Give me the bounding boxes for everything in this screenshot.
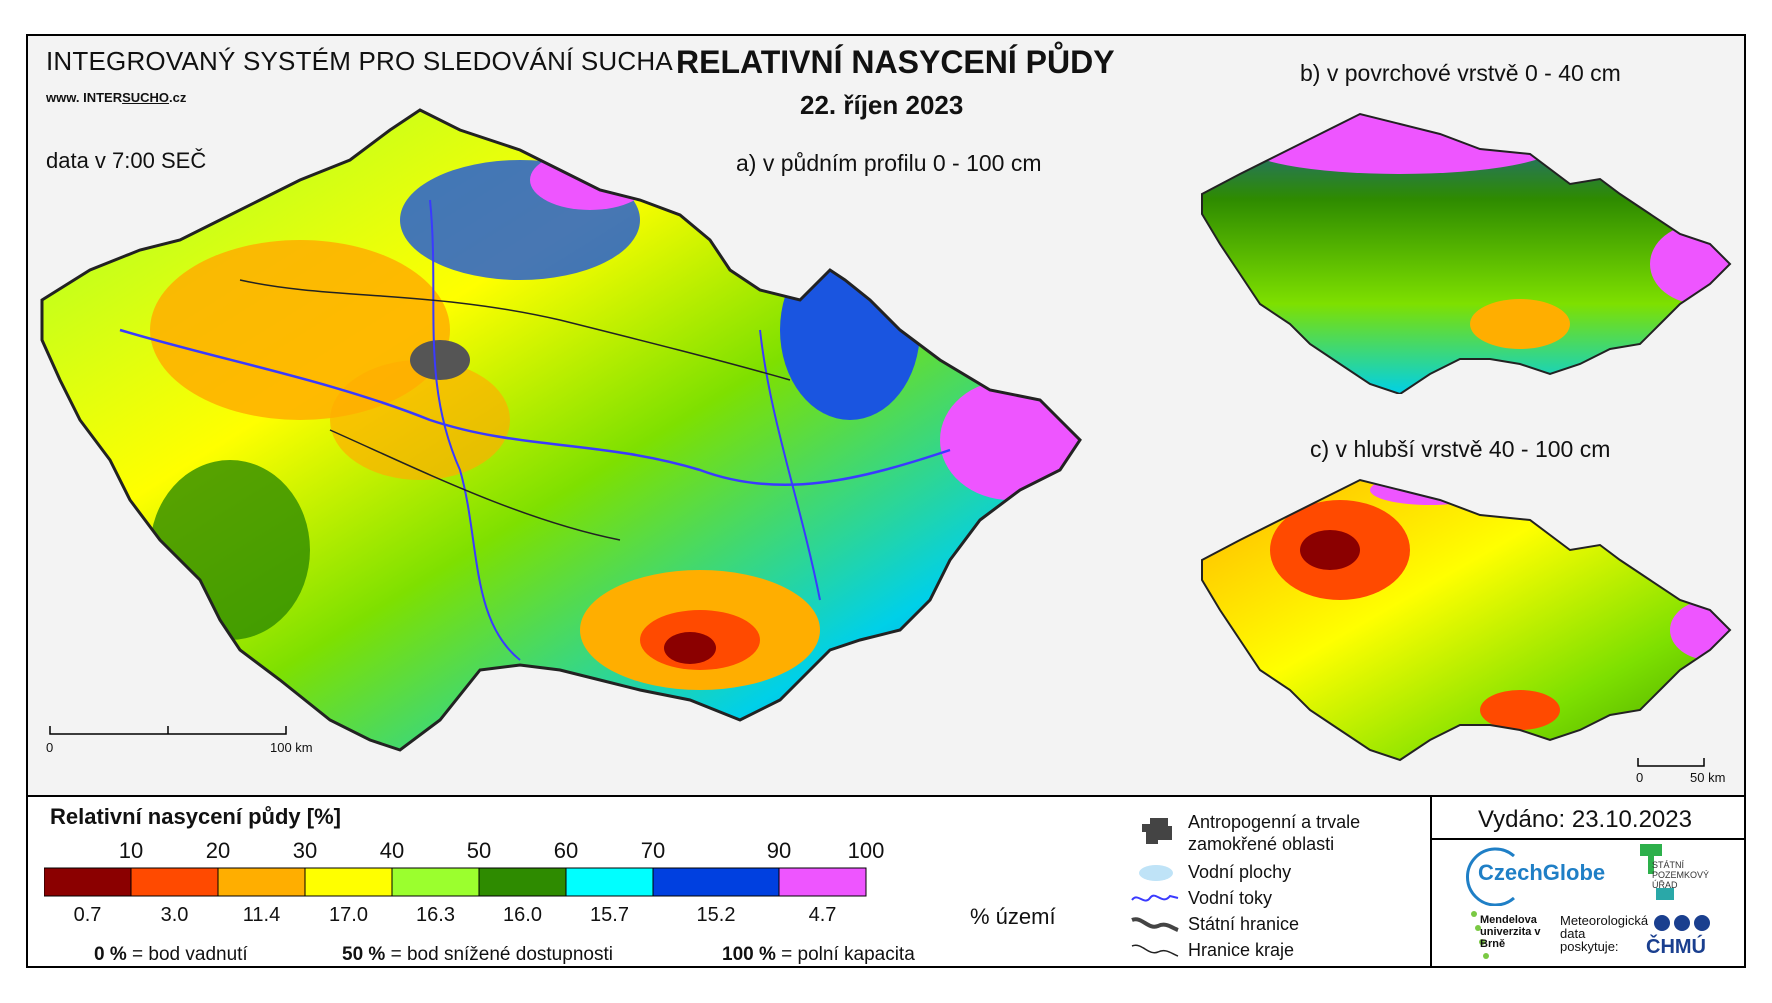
legend-tick-2: 30 (292, 838, 318, 863)
legend-share-1: 3.0 (160, 904, 189, 926)
legend-class-7 (652, 867, 780, 897)
legend-colorbar (44, 867, 867, 897)
note-50: 50 % = bod snížené dostupnosti (342, 944, 613, 966)
legend-tick-3: 40 (379, 838, 405, 863)
met-line-1: Meteorologická (1560, 913, 1649, 928)
scale-bar-c (1637, 758, 1705, 767)
map-date: 22. říjen 2023 (800, 90, 964, 120)
legend-tick-6: 70 (640, 838, 666, 863)
sym-anthropogenic: Antropogenní a trvale (1188, 812, 1361, 832)
scale-bar-a (49, 726, 287, 735)
legend-share-2: 11.4 (242, 904, 281, 926)
credits-divider (1430, 797, 1432, 966)
note-0: 0 % = bod vadnutí (94, 944, 248, 966)
map-c-deep (1201, 478, 1732, 762)
spu-logo: STÁTNÍ POZEMKOVÝ ÚŘAD (1652, 860, 1710, 890)
note-50-value: 50 % (342, 944, 386, 965)
legend-share-8: 4.7 (808, 904, 837, 926)
met-line-3: poskytuje: (1560, 939, 1619, 954)
legend-tick-5: 60 (553, 838, 579, 863)
legend-class-6 (565, 867, 654, 897)
note-100-value: 100 % (722, 944, 776, 965)
scale-c-start: 0 (1636, 770, 1644, 785)
map-c-label: c) v hlubší vrstvě 40 - 100 cm (1310, 436, 1611, 462)
scale-a-end: 100 km (270, 740, 313, 755)
mendel-logo: Mendelova univerzita v Brně (1480, 914, 1541, 950)
scale-a-start: 0 (46, 740, 54, 755)
credits-divider-h (1432, 838, 1744, 840)
note-50-text: = bod snížené dostupnosti (390, 944, 613, 965)
mendel-dots-icon (1471, 911, 1489, 959)
website-link[interactable]: www. INTERSUCHO.cz (46, 90, 186, 105)
met-data-label: Meteorologická data poskytuje: (1560, 914, 1648, 953)
issued-date: Vydáno: 23.10.2023 (1478, 806, 1692, 833)
note-100: 100 % = polní kapacita (722, 944, 915, 966)
region-border-icon (1131, 944, 1179, 957)
website-suffix: .cz (169, 90, 187, 105)
sym-region-border: Hranice kraje (1188, 940, 1295, 960)
legend-share-5: 16.0 (503, 904, 542, 926)
note-0-text: = bod vadnutí (132, 944, 248, 965)
legend-class-4 (391, 867, 480, 897)
legend-share-4: 16.3 (416, 904, 455, 926)
note-100-text: = polní kapacita (781, 944, 915, 965)
sym-state-border: Státní hranice (1188, 914, 1300, 934)
legend-class-3 (304, 867, 393, 897)
legend-title: Relativní nasycení půdy [%] (50, 804, 341, 829)
legend-share-0: 0.7 (73, 904, 102, 926)
note-0-value: 0 % (94, 944, 127, 965)
legend-tick-1: 20 (205, 838, 231, 863)
system-title: INTEGROVANÝ SYSTÉM PRO SLEDOVÁNÍ SUCHA (46, 46, 673, 76)
scale-c-end: 50 km (1690, 770, 1726, 785)
river-icon (1131, 894, 1179, 902)
sym-anthropogenic-2: zamokřené oblasti (1188, 834, 1335, 854)
legend-class-8 (778, 867, 867, 897)
map-b-label: b) v povrchové vrstvě 0 - 40 cm (1300, 60, 1621, 86)
website-prefix: www. INTER (46, 90, 123, 105)
legend-tick-8: 100 (847, 838, 885, 863)
legend-class-1 (130, 867, 219, 897)
map-a-label: a) v půdním profilu 0 - 100 cm (736, 150, 1042, 176)
legend-class-5 (478, 867, 567, 897)
legend-tick-4: 50 (466, 838, 492, 863)
legend-class-2 (217, 867, 306, 897)
legend-share-6: 15.7 (590, 904, 629, 926)
legend-tick-7: 90 (766, 838, 792, 863)
anthropogenic-icon (1142, 818, 1172, 844)
chmu-logo-mark (1654, 915, 1710, 931)
czechglobe-logo: CzechGlobe (1478, 860, 1606, 885)
legend-tick-0: 10 (118, 838, 144, 863)
chmu-logo: ČHMÚ (1646, 936, 1706, 958)
legend-share-7: 15.2 (696, 904, 736, 926)
legend-share-unit: % území (970, 904, 1056, 929)
data-time: data v 7:00 SEČ (46, 148, 207, 173)
sym-rivers: Vodní toky (1188, 888, 1273, 908)
legend-share-3: 17.0 (329, 904, 368, 926)
state-border-icon (1131, 917, 1179, 932)
sym-water-bodies: Vodní plochy (1188, 862, 1292, 882)
spu-logo-mark (1640, 844, 1674, 900)
met-line-2: data (1560, 926, 1586, 941)
map-b-surface (1201, 112, 1732, 394)
legend-class-0 (44, 867, 132, 897)
water-body-icon (1139, 865, 1173, 881)
czechglobe-logo-mark (1465, 847, 1515, 906)
website-mid: SUCHO (122, 90, 170, 105)
main-title: RELATIVNÍ NASYCENÍ PŮDY (676, 44, 1115, 80)
